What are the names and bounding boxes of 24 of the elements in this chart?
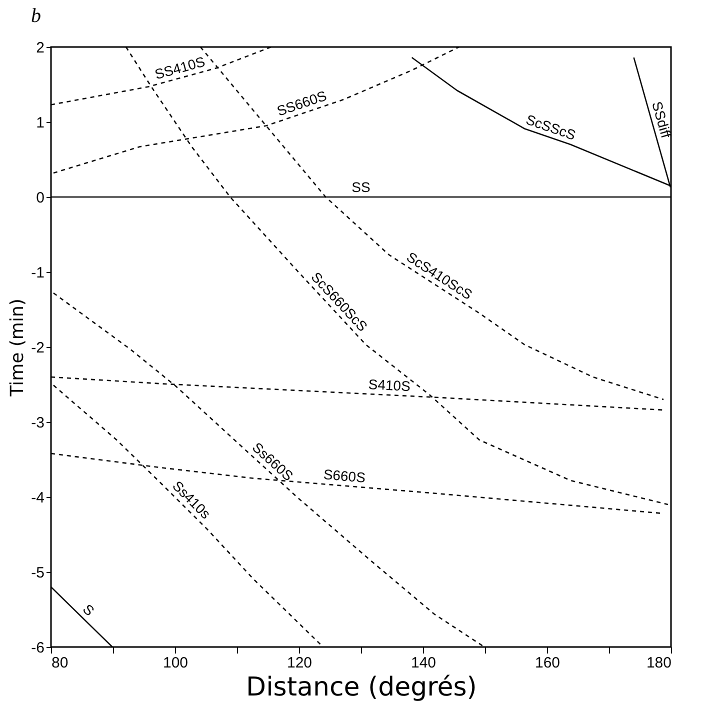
x-tick-label: 140 [410, 654, 436, 672]
x-tick-label: 80 [52, 654, 68, 672]
series-label: S660S [322, 466, 366, 486]
text: S [80, 600, 98, 619]
y-tick-label: -2 [31, 340, 44, 356]
x-tick-label: 120 [286, 654, 312, 672]
x-tick-label: 100 [162, 654, 188, 672]
y-tick-label: -4 [31, 490, 44, 506]
y-tick-label: -6 [31, 640, 44, 656]
series-label: SS [352, 179, 370, 195]
y-tick-label: -3 [31, 414, 44, 432]
y-tick-label: 1 [36, 114, 44, 132]
y-tick-label: -5 [31, 564, 44, 582]
x-tick-label: 160 [534, 654, 560, 672]
x-axis-title: Distance (degrés) [246, 672, 477, 702]
y-tick-label: -1 [31, 264, 44, 282]
text: SS410S [152, 53, 207, 82]
series-label: S410S [368, 376, 411, 394]
x-tick-label: 180 [646, 654, 672, 672]
chart-title: b [31, 5, 41, 27]
y-tick-label: 0 [36, 190, 44, 206]
y-axis-title: Time (min) [7, 298, 28, 398]
text: SSdiff [648, 100, 674, 140]
y-tick-label: 2 [36, 40, 44, 56]
